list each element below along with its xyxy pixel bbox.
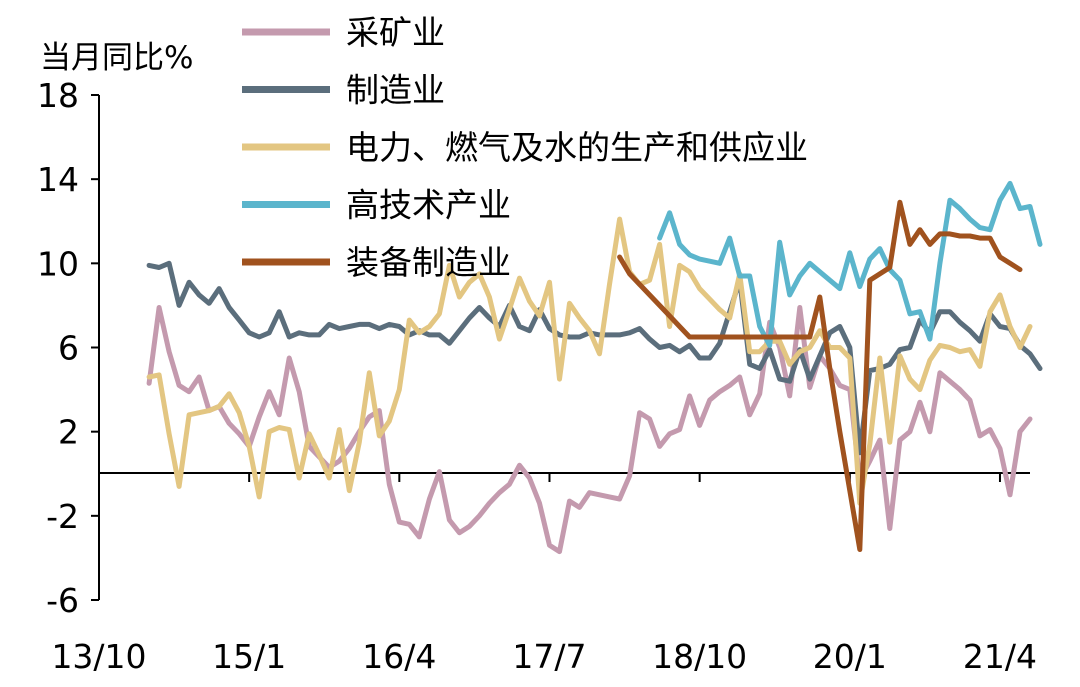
legend-label: 装备制造业 xyxy=(346,243,511,282)
y-tick-label: 6 xyxy=(58,329,79,368)
x-tick-label: 17/7 xyxy=(512,637,586,676)
series-line-3 xyxy=(146,216,1033,506)
y-tick-label: -6 xyxy=(46,581,79,620)
legend-label: 采矿业 xyxy=(346,13,445,52)
x-tick-label: 21/4 xyxy=(963,637,1037,676)
y-tick-label: 2 xyxy=(58,413,79,452)
legend-label: 电力、燃气及水的生产和供应业 xyxy=(346,128,808,167)
x-axis: 13/10 15/1 16/4 17/7 18/10 20/1 21/4 xyxy=(51,472,1037,676)
series-line-2 xyxy=(146,260,1043,456)
y-tick-label: 14 xyxy=(37,160,79,199)
x-tick-label: 18/10 xyxy=(652,637,747,676)
x-tick-label: 15/1 xyxy=(212,637,286,676)
y-axis-label: 当月同比% xyxy=(40,40,193,76)
series-layer xyxy=(146,180,1043,555)
legend-label: 制造业 xyxy=(346,71,445,110)
y-tick-label: 10 xyxy=(37,244,79,283)
series-line-5 xyxy=(617,199,1023,552)
legend-label: 高技术产业 xyxy=(346,186,511,225)
series-line-4 xyxy=(657,180,1043,348)
x-tick-label: 13/10 xyxy=(51,637,146,676)
x-tick-label: 16/4 xyxy=(362,637,436,676)
y-axis: 18 14 10 6 2 -2 -6 xyxy=(37,76,100,620)
x-tick-label: 20/1 xyxy=(813,637,887,676)
y-tick-label: 18 xyxy=(37,76,79,115)
y-tick-label: -2 xyxy=(46,497,79,536)
series-line-1 xyxy=(146,305,1033,555)
